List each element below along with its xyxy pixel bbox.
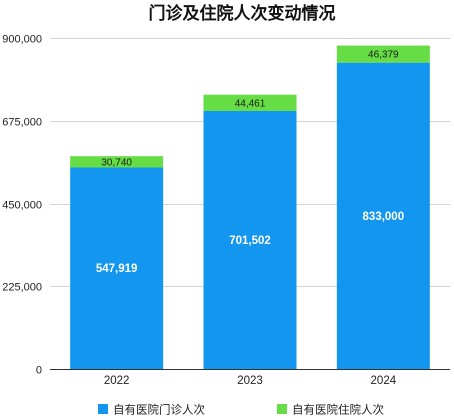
data-label: 701,502 [229, 235, 271, 247]
data-label: 547,919 [96, 263, 138, 275]
y-tick-label: 0 [36, 365, 42, 377]
bar-segment [70, 156, 164, 168]
x-tick-label: 2024 [371, 375, 397, 387]
y-tick-label: 225,000 [2, 282, 42, 294]
x-tick-label: 2022 [104, 375, 130, 387]
bar-segment [336, 45, 430, 63]
y-tick-label: 900,000 [2, 34, 42, 46]
legend: 自有医院门诊人次 自有医院住院人次 [98, 403, 384, 417]
y-axis-ticks: 0 225,000 450,000 675,000 900,000 [2, 34, 42, 377]
bar-segment [70, 167, 164, 369]
data-label: 46,379 [368, 50, 399, 61]
bar-segment [203, 111, 297, 370]
bar-segment [336, 62, 430, 369]
chart-title: 门诊及住院人次变动情况 [149, 3, 336, 24]
data-label: 833,000 [363, 211, 405, 223]
bars: 547,919 30,740 701,502 44,461 833,000 46,379 [70, 45, 430, 370]
x-axis-ticks: 2022 2023 2024 [104, 375, 397, 387]
legend-label: 自有医院门诊人次 [113, 403, 205, 417]
legend-swatch [98, 404, 108, 414]
x-tick-label: 2023 [237, 375, 263, 387]
legend-swatch [277, 404, 287, 414]
y-tick-label: 450,000 [2, 200, 42, 212]
bar-segment [203, 94, 297, 112]
y-tick-label: 675,000 [2, 117, 42, 129]
legend-label: 自有医院住院人次 [292, 403, 384, 417]
data-label: 30,740 [101, 157, 132, 168]
data-label: 44,461 [235, 98, 266, 109]
